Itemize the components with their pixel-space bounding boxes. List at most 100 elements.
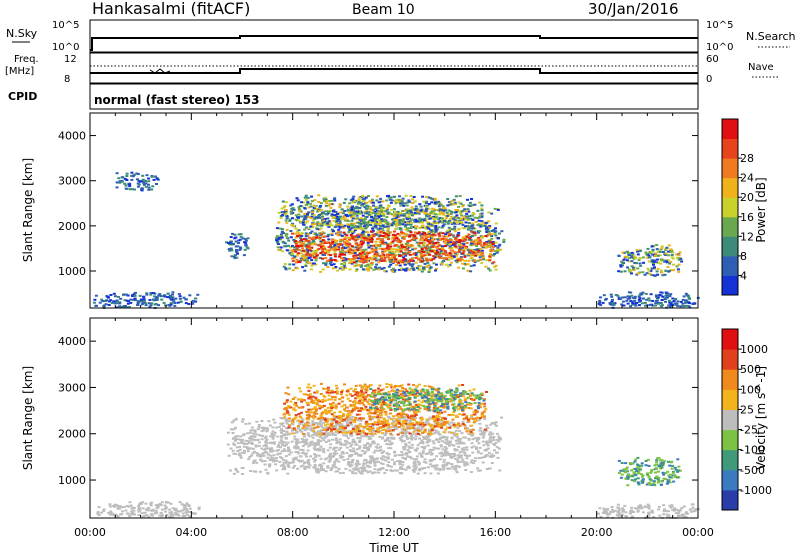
power-ytick-label: 3000 — [58, 175, 86, 188]
freq-jitter — [149, 68, 171, 74]
freq-left-tick-top: 12 — [64, 54, 77, 65]
x-tick-label-6: 00:00 — [682, 526, 714, 539]
power-colorbar-segment — [722, 197, 738, 218]
velocity-colorbar-label-0: 1000 — [740, 343, 768, 356]
power-region-5 — [115, 171, 160, 192]
x-tick-label-1: 04:00 — [175, 526, 207, 539]
velocity-colorbar-label-4: -25 — [740, 424, 758, 437]
power-region-4 — [92, 291, 200, 309]
velocity-axes: 1000 2000 3000 4000 — [58, 318, 699, 518]
power-colorbar-label: Power [dB] — [754, 177, 768, 242]
velocity-ytick-label: 1000 — [58, 474, 86, 487]
power-colorbar-segment — [722, 119, 738, 140]
x-tick-label-2: 08:00 — [277, 526, 309, 539]
power-region-6 — [617, 244, 684, 277]
power-colorbar-label-6: 28 — [740, 152, 754, 165]
power-colorbar-label-0: 4 — [740, 269, 747, 282]
velocity-ytick-label: 2000 — [58, 428, 86, 441]
date-title: 30/Jan/2016 — [588, 0, 679, 18]
cpid-panel-frame — [89, 83, 699, 110]
velocity-data — [96, 382, 700, 519]
x-tick-label-5: 20:00 — [581, 526, 613, 539]
sky-right-tick-top: 10^5 — [706, 20, 733, 31]
velocity-ylabel: Slant Range [km] — [21, 366, 35, 470]
velocity-colorbar-label: Velocity [m s^-1] — [754, 366, 768, 470]
velocity-colorbar-segment — [722, 389, 738, 410]
power-colorbar-segment — [722, 275, 738, 296]
cpid-label: CPID — [8, 90, 37, 103]
power-colorbar-segment — [722, 177, 738, 198]
cpid-mode-text: normal (fast stereo) 153 — [94, 93, 260, 107]
power-ytick-label: 2000 — [58, 220, 86, 233]
velocity-panel: 1000 2000 3000 4000 Slant Range [km] — [21, 317, 700, 519]
freq-panel: Freq. [MHz] 12 8 60 0 Nave — [5, 52, 778, 85]
power-data — [92, 171, 700, 309]
freq-left-tick-bottom: 8 — [64, 74, 70, 85]
sky-right-label: N.Search — [746, 30, 796, 43]
power-axes: 1000 2000 3000 4000 — [58, 113, 699, 308]
x-tick-label-0: 00:00 — [74, 526, 106, 539]
power-colorbar-frame — [721, 118, 739, 296]
velocity-colorbar-label-3: 25 — [740, 403, 754, 416]
velocity-region-3 — [96, 501, 201, 519]
power-region-3 — [225, 232, 250, 260]
power-colorbar-label-3: 16 — [740, 211, 754, 224]
sky-right-tick-bottom: 10^0 — [706, 42, 733, 53]
x-axis-label: Time UT — [368, 541, 419, 554]
freq-right-tick-top: 60 — [706, 54, 719, 65]
power-ytick-label: 1000 — [58, 265, 86, 278]
power-panel-bg — [90, 113, 698, 308]
power-colorbar-label-2: 12 — [740, 230, 754, 243]
velocity-colorbar-segment — [722, 369, 738, 390]
velocity-colorbar-segment — [722, 469, 738, 491]
power-colorbar-segment — [722, 138, 738, 159]
velocity-colorbar-segment — [722, 329, 738, 350]
station-title: Hankasalmi (fitACF) — [92, 0, 250, 18]
velocity-colorbar-label-7: -1000 — [740, 484, 772, 497]
velocity-region-2 — [369, 387, 486, 413]
freq-right-label: Nave — [748, 62, 774, 73]
power-region-2 — [280, 194, 485, 231]
velocity-ytick-label: 4000 — [58, 335, 86, 348]
power-colorbar-label-5: 24 — [740, 172, 754, 185]
power-ytick-label: 4000 — [58, 130, 86, 143]
velocity-colorbar-segment — [722, 489, 738, 511]
freq-left-label-2: [MHz] — [5, 66, 34, 77]
x-tick-label-4: 16:00 — [479, 526, 511, 539]
x-axis: 00:00 04:00 08:00 12:00 16:00 20:00 00:00 — [74, 526, 714, 539]
power-colorbar-label-4: 20 — [740, 191, 754, 204]
freq-line — [90, 68, 698, 74]
freq-panel-frame — [89, 52, 699, 84]
velocity-colorbar-segment — [722, 449, 738, 471]
x-tick-label-3: 12:00 — [378, 526, 410, 539]
velocity-region-4 — [617, 456, 682, 487]
power-region-7 — [597, 291, 700, 309]
velocity-colorbar-label-2: 100 — [740, 383, 761, 396]
power-colorbar-label-1: 8 — [740, 250, 747, 263]
power-colorbar-segment — [722, 216, 738, 237]
sky-panel-frame — [89, 19, 699, 53]
velocity-colorbar-label-1: 500 — [740, 363, 761, 376]
cpid-panel: CPID normal (fast stereo) 153 — [8, 83, 699, 110]
velocity-colorbar: 1000 500 100 25 -25 -100 -500 -1000 — [721, 328, 772, 511]
velocity-colorbar-segment — [722, 349, 738, 370]
sky-left-tick-bottom: 10^0 — [52, 42, 79, 53]
power-panel: 1000 2000 3000 4000 Slant Range [km] — [21, 112, 700, 309]
power-region-1 — [290, 230, 496, 264]
velocity-colorbar-label-5: -100 — [740, 444, 765, 457]
velocity-colorbar-segment — [722, 429, 738, 451]
sky-left-tick-top: 10^5 — [52, 20, 79, 31]
freq-left-label-1: Freq. — [14, 54, 39, 65]
power-ylabel: Slant Range [km] — [21, 158, 35, 262]
sky-count-line — [90, 35, 698, 51]
sky-left-label: N.Sky — [6, 27, 38, 40]
power-colorbar-segment — [722, 236, 738, 257]
velocity-colorbar-segment — [722, 409, 738, 431]
velocity-colorbar-label-6: -500 — [740, 464, 765, 477]
power-colorbar-segment — [722, 158, 738, 179]
beam-title: Beam 10 — [352, 2, 415, 18]
freq-right-tick-bottom: 0 — [706, 74, 712, 85]
power-colorbar: 4 8 12 16 20 24 28 — [721, 118, 754, 296]
power-colorbar-segment — [722, 255, 738, 276]
